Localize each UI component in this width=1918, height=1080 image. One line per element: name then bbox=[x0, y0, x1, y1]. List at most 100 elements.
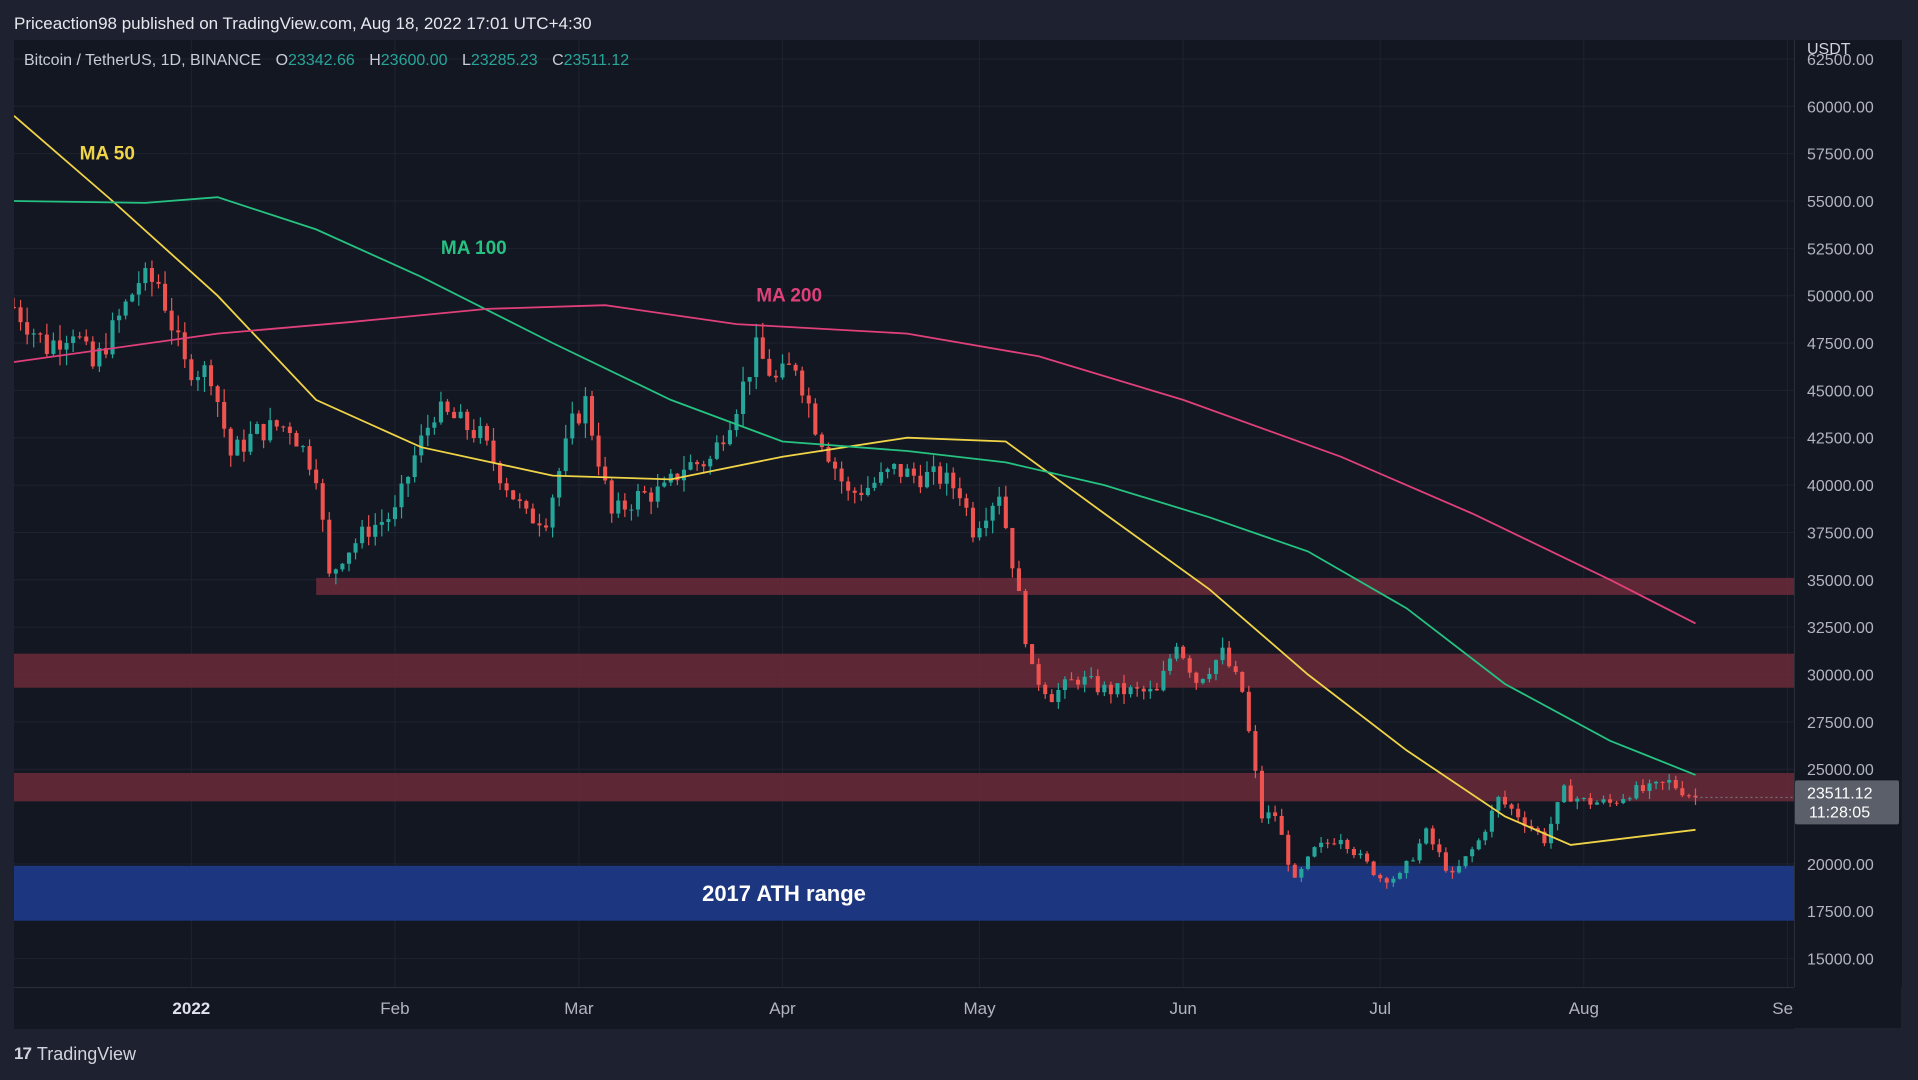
candle-body bbox=[589, 396, 595, 436]
price-tick-label: 27500.00 bbox=[1807, 715, 1874, 732]
candle-body bbox=[1194, 672, 1199, 683]
candle-body bbox=[1384, 878, 1389, 883]
candle-body bbox=[931, 466, 936, 472]
candle-body bbox=[1227, 647, 1232, 667]
price-tick-label: 47500.00 bbox=[1807, 336, 1874, 353]
candle-body bbox=[1634, 785, 1639, 799]
candle-body bbox=[44, 334, 49, 354]
candle-body bbox=[1076, 679, 1081, 685]
candle-body bbox=[1043, 684, 1048, 695]
candle-body bbox=[695, 462, 700, 465]
candle-body bbox=[688, 462, 693, 470]
candle-body bbox=[366, 526, 371, 537]
candle-body bbox=[1562, 785, 1567, 803]
time-axis-background bbox=[14, 988, 1794, 1029]
candle-body bbox=[1181, 646, 1186, 659]
candle-body bbox=[432, 422, 437, 428]
high-value: 23600.00 bbox=[380, 52, 448, 69]
candle-body bbox=[1686, 795, 1691, 797]
plot-background bbox=[14, 40, 1794, 987]
candle-body bbox=[990, 505, 995, 521]
candle-body bbox=[727, 430, 732, 445]
candle-body bbox=[412, 455, 417, 477]
candle-body bbox=[1135, 687, 1140, 689]
candle-body bbox=[734, 414, 739, 431]
candle-body bbox=[1575, 798, 1580, 802]
candle-body bbox=[767, 358, 772, 376]
candle-body bbox=[84, 336, 89, 342]
candle-body bbox=[1312, 847, 1317, 857]
candle-body bbox=[241, 439, 246, 452]
candle-body bbox=[274, 420, 279, 427]
candle-body bbox=[747, 377, 752, 382]
high-label: H bbox=[369, 52, 381, 69]
candle-body bbox=[1568, 785, 1573, 802]
candle-body bbox=[31, 333, 36, 335]
last-price-value: 23511.12 bbox=[1807, 785, 1873, 802]
candle-body bbox=[944, 472, 949, 484]
candle-body bbox=[1351, 849, 1356, 856]
candle-body bbox=[977, 528, 982, 538]
candle-body bbox=[800, 370, 805, 396]
symbol-name: Bitcoin / TetherUS, 1D, BINANCE bbox=[24, 52, 262, 69]
candle-body bbox=[123, 301, 128, 316]
candle-body bbox=[898, 463, 903, 477]
chart-frame[interactable]: 2017 ATH range MA 50 MA 100 MA 200 USDT 6250… bbox=[14, 40, 1902, 1029]
price-tick-label: 25000.00 bbox=[1807, 762, 1874, 779]
plot-area[interactable]: 2017 ATH range MA 50 MA 100 MA 200 bbox=[14, 40, 1794, 987]
candle-body bbox=[182, 332, 187, 360]
candle-body bbox=[1476, 840, 1481, 850]
candle-body bbox=[629, 509, 634, 511]
candle-body bbox=[1273, 812, 1278, 816]
brand-name[interactable]: TradingView bbox=[36, 1043, 136, 1064]
candle-body bbox=[103, 348, 108, 355]
candle-body bbox=[1371, 861, 1376, 876]
candle-body bbox=[14, 307, 17, 309]
candle-body bbox=[340, 563, 345, 570]
candle-body bbox=[1279, 815, 1284, 835]
candle-body bbox=[1594, 802, 1599, 805]
candle-body bbox=[1430, 828, 1435, 845]
candle-body bbox=[1266, 812, 1271, 819]
candle-body bbox=[314, 469, 319, 484]
candle-body bbox=[1128, 687, 1133, 695]
candle-body bbox=[938, 466, 943, 484]
time-axis[interactable]: 2022 Feb Mar Apr May Jun Jul Aug Sep bbox=[14, 987, 1794, 1029]
candle-body bbox=[136, 283, 141, 295]
candle-body bbox=[458, 411, 463, 419]
candle-body bbox=[38, 333, 43, 335]
candle-body bbox=[287, 426, 292, 433]
candle-body bbox=[1588, 797, 1593, 805]
candle-body bbox=[484, 425, 489, 441]
candle-body bbox=[1187, 658, 1192, 673]
candle-body bbox=[97, 348, 102, 367]
candle-body bbox=[1108, 684, 1113, 695]
candle-body bbox=[918, 475, 923, 488]
candle-body bbox=[550, 497, 555, 528]
candle-body bbox=[1141, 688, 1146, 692]
candle-body bbox=[261, 424, 266, 441]
ma-50-label: MA 50 bbox=[80, 143, 135, 164]
candle-body bbox=[1095, 676, 1100, 693]
candle-body bbox=[1496, 796, 1501, 811]
candle-body bbox=[445, 401, 450, 412]
candle-body bbox=[1463, 856, 1468, 867]
candle-body bbox=[379, 521, 384, 525]
tradingview-logo-icon[interactable]: 17 bbox=[14, 1044, 32, 1063]
candle-body bbox=[1456, 866, 1462, 873]
candle-body bbox=[1286, 834, 1291, 865]
candle-body bbox=[537, 523, 542, 526]
candle-body bbox=[1246, 691, 1251, 732]
last-price-marker bbox=[1795, 780, 1899, 825]
candle-body bbox=[1509, 804, 1514, 809]
candle-body bbox=[498, 463, 503, 484]
candle-body bbox=[176, 330, 181, 333]
candle-body bbox=[1167, 658, 1173, 671]
candle-body bbox=[511, 490, 516, 500]
ohlc-legend: Bitcoin / TetherUS, 1D, BINANCE O23342.6… bbox=[24, 52, 629, 70]
candle-body bbox=[406, 476, 411, 484]
price-tick-label: 50000.00 bbox=[1807, 289, 1874, 306]
time-tick-label: Feb bbox=[380, 999, 409, 1018]
candle-body bbox=[951, 472, 956, 489]
